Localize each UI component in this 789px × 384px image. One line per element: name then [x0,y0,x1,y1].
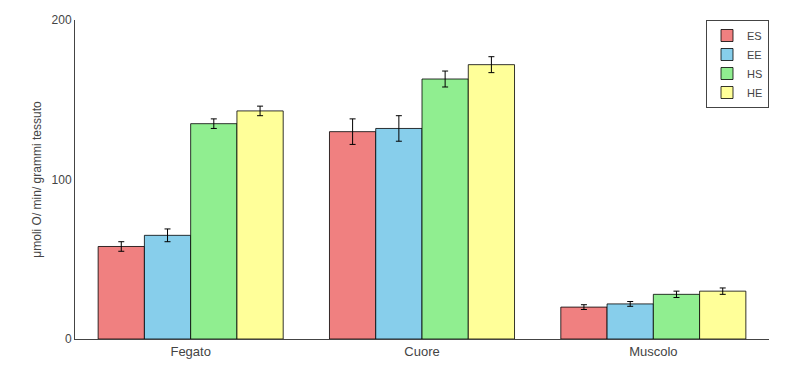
svg-text:Cuore: Cuore [404,344,439,359]
svg-text:100: 100 [52,173,72,187]
svg-text:EE: EE [747,49,762,61]
svg-text:0: 0 [65,332,72,346]
svg-text:HS: HS [747,68,762,80]
svg-text:ES: ES [747,30,762,42]
svg-text:200: 200 [52,13,72,27]
svg-text:Muscolo: Muscolo [629,344,677,359]
svg-text:HE: HE [747,87,762,99]
svg-text:μmoli O/ min/ grammi tessuto: μmoli O/ min/ grammi tessuto [30,101,44,258]
svg-text:Fegato: Fegato [170,344,210,359]
